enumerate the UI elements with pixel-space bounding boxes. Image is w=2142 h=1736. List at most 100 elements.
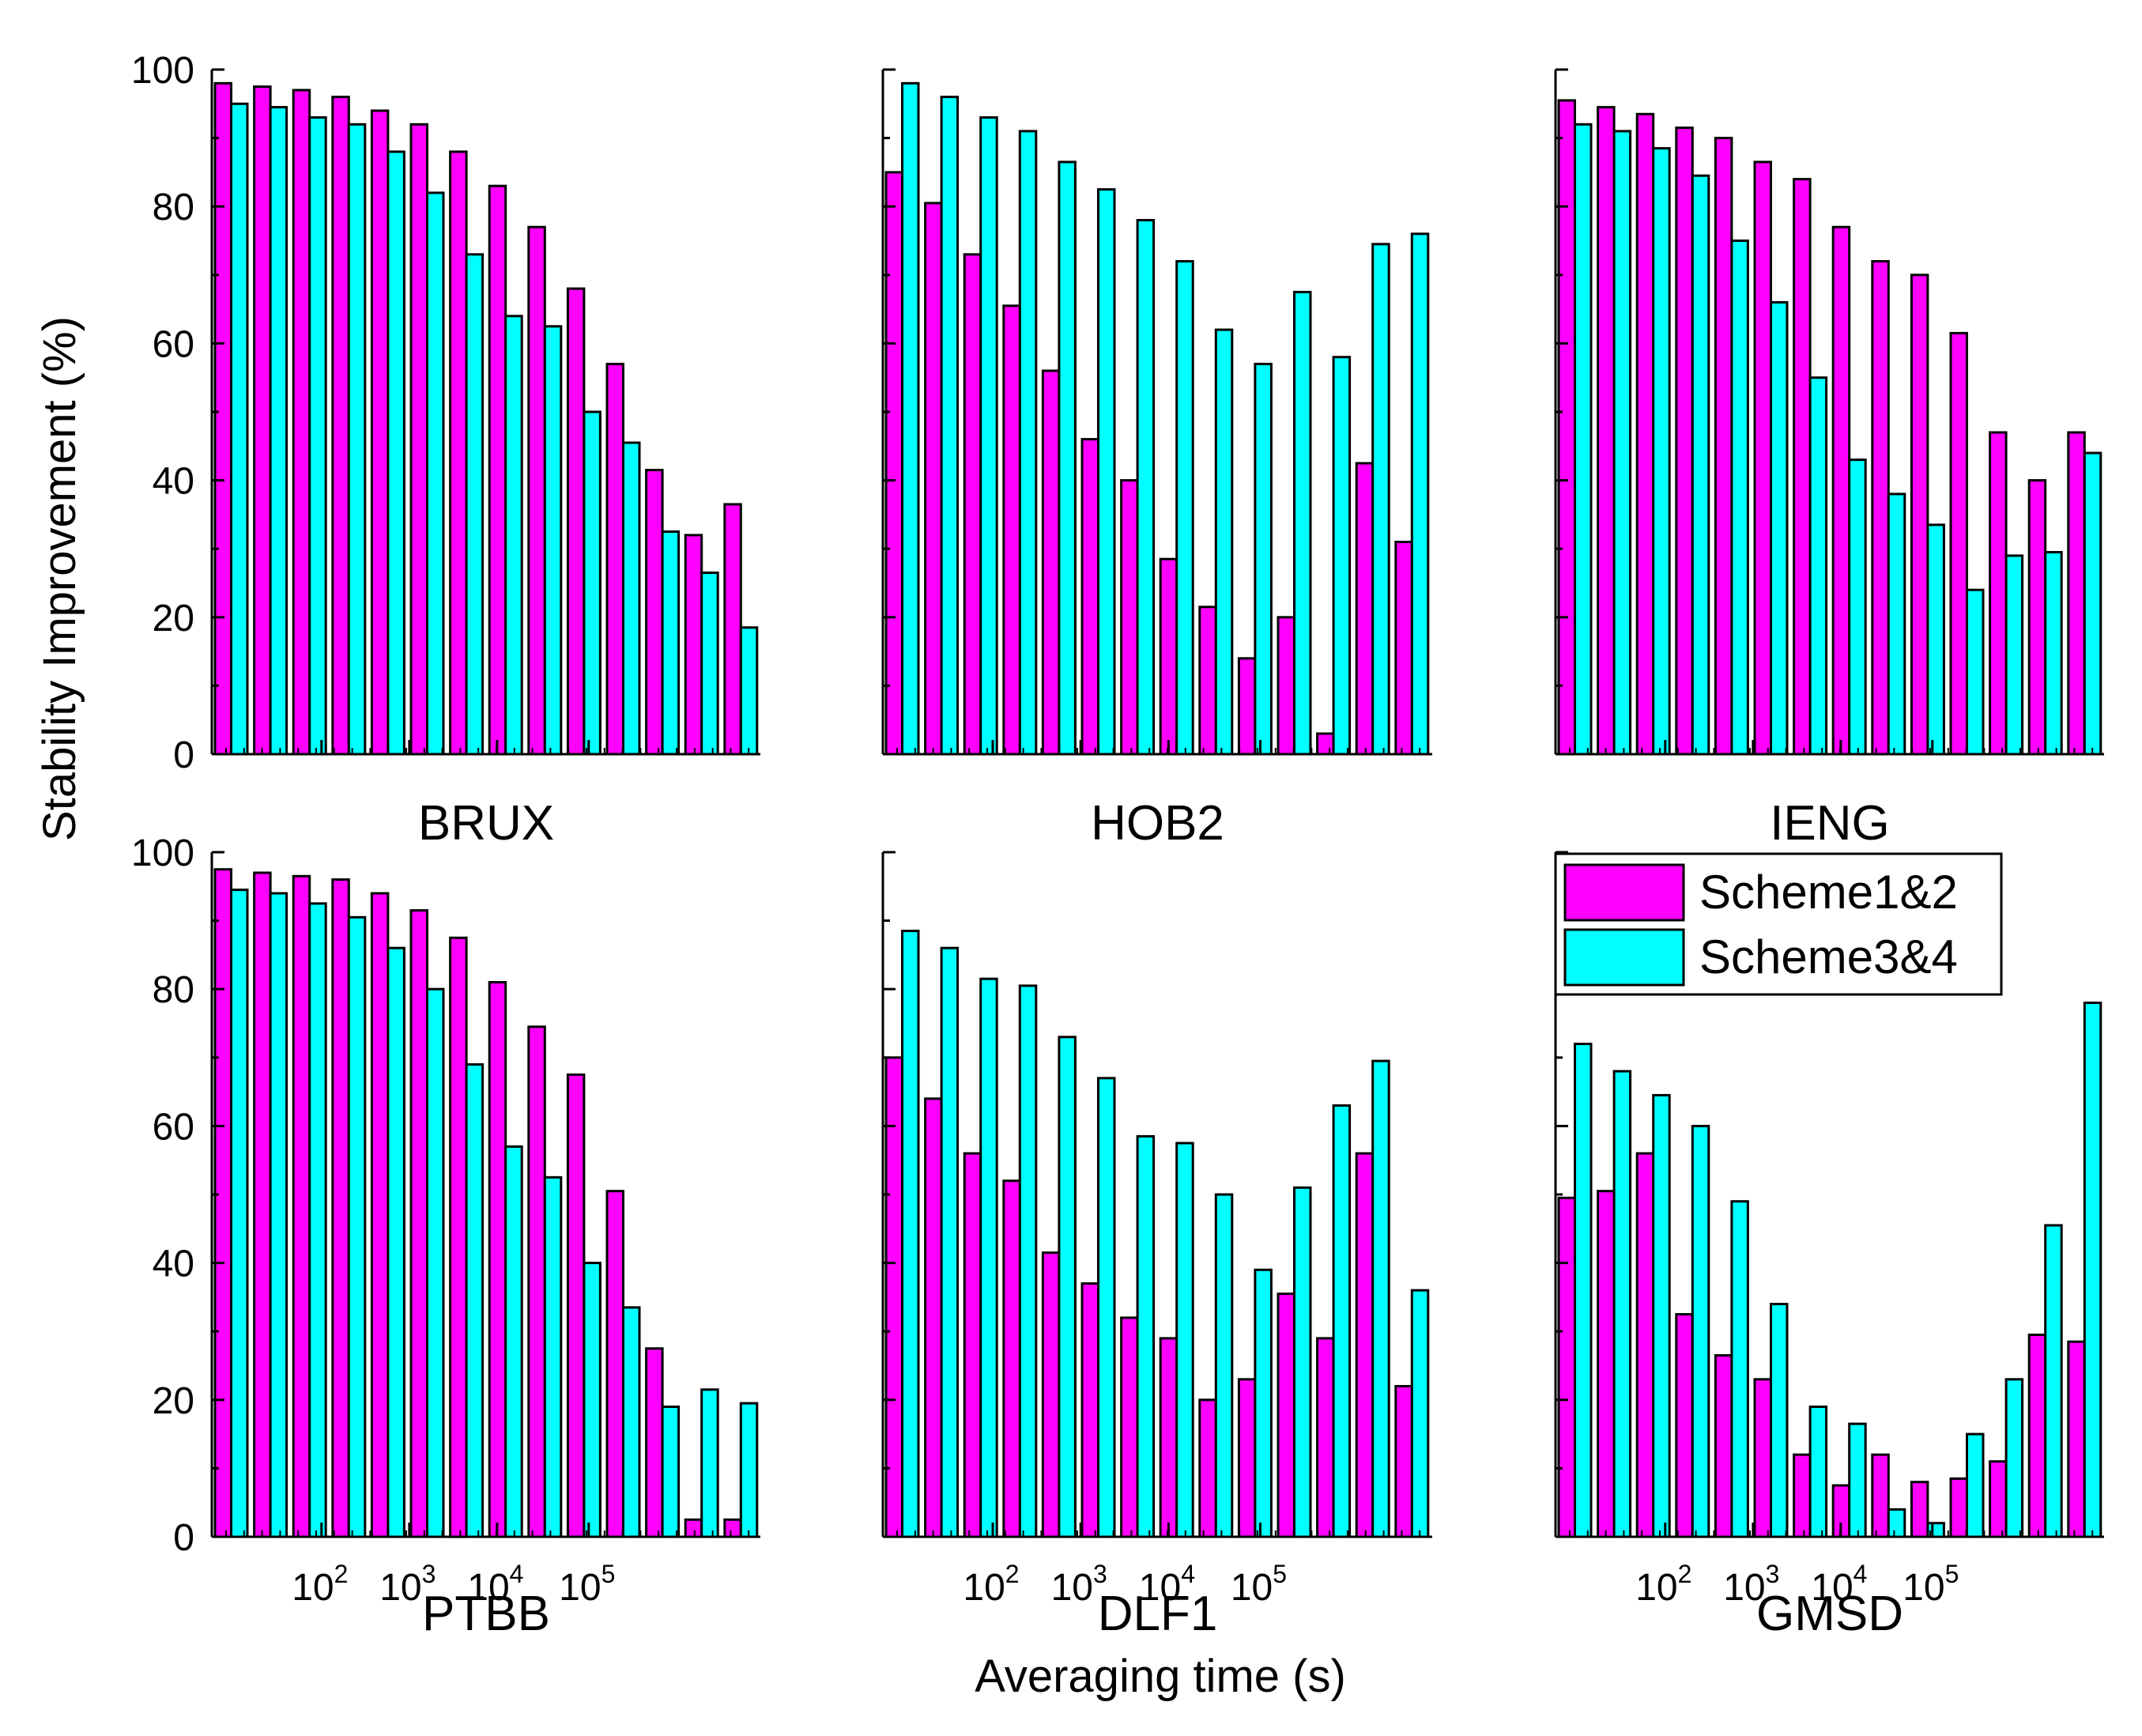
y-tick-label-ptbb-100: 100 (131, 832, 194, 874)
bar-hob2-scheme12-10 (1237, 657, 1257, 756)
bar-brux-scheme12-6 (409, 123, 428, 756)
bar-ieng-scheme34-6 (1770, 300, 1789, 756)
y-tick-label-ptbb-0: 0 (173, 1517, 194, 1559)
bar-ptbb-scheme12-14 (723, 1518, 742, 1538)
bar-ieng-scheme34-10 (1926, 523, 1945, 756)
y-tick-label-brux-20: 20 (153, 598, 194, 640)
bar-ieng-scheme12-5 (1714, 137, 1733, 756)
bar-brux-scheme34-2 (269, 106, 288, 756)
bar-hob2-scheme34-8 (1175, 260, 1194, 756)
bar-gmsd-scheme34-6 (1770, 1303, 1789, 1538)
bar-gmsd-scheme34-13 (2044, 1224, 2063, 1538)
x-tick-label-ptbb-1: 102 (292, 1560, 348, 1609)
bar-dlf1-scheme12-9 (1198, 1398, 1217, 1538)
bar-ptbb-scheme12-12 (645, 1347, 664, 1538)
bar-gmsd-scheme34-12 (2004, 1378, 2024, 1538)
bar-ptbb-scheme34-11 (622, 1306, 641, 1538)
bar-hob2-scheme34-10 (1254, 362, 1273, 756)
bar-hob2-scheme12-8 (1159, 557, 1178, 756)
bar-ieng-scheme12-10 (1910, 274, 1929, 756)
bar-ieng-scheme34-14 (2083, 451, 2102, 756)
bar-ieng-scheme34-9 (1887, 492, 1906, 756)
y-tick-label-brux-0: 0 (173, 734, 194, 776)
bar-brux-scheme12-12 (645, 469, 664, 756)
y-tick-label-brux-100: 100 (131, 50, 194, 92)
bar-hob2-scheme12-11 (1277, 616, 1295, 756)
bar-ieng-scheme34-12 (2004, 554, 2024, 756)
bar-brux-scheme12-13 (684, 534, 703, 756)
bar-ieng-scheme34-2 (1612, 130, 1632, 756)
bar-brux-scheme12-4 (331, 96, 350, 756)
bar-ptbb-scheme12-10 (566, 1073, 586, 1538)
bar-ptbb-scheme34-13 (700, 1388, 719, 1538)
bar-hob2-scheme12-7 (1120, 479, 1139, 756)
bar-ptbb-scheme12-1 (213, 868, 232, 1538)
panel-hob2: HOB2 (881, 68, 1432, 851)
bar-ieng-scheme34-5 (1730, 240, 1749, 756)
bar-dlf1-scheme34-5 (1058, 1036, 1077, 1538)
bar-ieng-scheme12-9 (1871, 260, 1890, 756)
bar-hob2-scheme12-2 (924, 202, 943, 756)
bar-dlf1-scheme12-3 (963, 1152, 982, 1538)
bar-brux-scheme34-8 (504, 315, 523, 756)
bar-gmsd-scheme34-4 (1691, 1124, 1710, 1538)
bar-dlf1-scheme12-7 (1120, 1316, 1139, 1538)
bar-ieng-scheme34-3 (1652, 147, 1671, 756)
bar-ieng-scheme34-1 (1574, 123, 1593, 756)
bar-gmsd-scheme12-1 (1557, 1196, 1576, 1538)
bar-ieng-scheme34-7 (1808, 376, 1828, 756)
bar-brux-scheme12-8 (488, 184, 507, 756)
bar-dlf1-scheme34-13 (1371, 1059, 1390, 1538)
bar-brux-scheme34-6 (426, 191, 445, 756)
bar-hob2-scheme34-3 (979, 116, 998, 756)
bar-ptbb-scheme12-8 (488, 981, 507, 1538)
bar-brux-scheme12-7 (449, 150, 468, 756)
bar-ieng-scheme12-8 (1831, 225, 1851, 756)
legend-label-scheme12: Scheme1&2 (1699, 866, 1958, 919)
bar-dlf1-scheme34-3 (979, 977, 998, 1538)
bar-gmsd-scheme34-11 (1966, 1432, 1985, 1538)
bar-dlf1-scheme34-7 (1136, 1134, 1156, 1538)
bar-brux-scheme34-1 (230, 102, 249, 756)
bar-hob2-scheme34-12 (1332, 356, 1352, 756)
bar-ptbb-scheme34-9 (543, 1176, 563, 1538)
bar-dlf1-scheme12-6 (1080, 1282, 1099, 1538)
legend-swatch-scheme34 (1563, 928, 1685, 987)
bar-hob2-scheme34-1 (901, 81, 920, 756)
bar-ptbb-scheme12-6 (409, 909, 428, 1538)
bar-gmsd-scheme34-7 (1808, 1406, 1828, 1538)
bar-dlf1-scheme12-2 (924, 1097, 943, 1538)
bar-gmsd-scheme34-9 (1887, 1508, 1906, 1538)
x-tick-label-gmsd-1: 102 (1635, 1560, 1691, 1609)
panel-brux: 0 20 40 60 80 100 BRUX (131, 50, 760, 851)
bar-ptbb-scheme34-3 (308, 902, 327, 1538)
bar-gmsd-scheme12-10 (1910, 1481, 1929, 1538)
bar-ieng-scheme12-7 (1793, 178, 1812, 756)
bar-dlf1-scheme12-11 (1277, 1293, 1295, 1538)
bar-dlf1-scheme12-13 (1355, 1152, 1375, 1538)
bar-ptbb-scheme12-2 (253, 871, 272, 1538)
bar-dlf1-scheme34-4 (1018, 984, 1038, 1538)
bar-ieng-scheme12-6 (1753, 160, 1772, 756)
bar-ieng-scheme12-12 (1989, 431, 2008, 756)
bar-brux-scheme12-10 (566, 287, 586, 756)
x-axis-title: Averaging time (s) (975, 1651, 1346, 1702)
bar-ieng-scheme12-1 (1557, 99, 1576, 756)
panel-ieng: IENG (1554, 68, 2104, 851)
bar-gmsd-scheme12-12 (1989, 1460, 2008, 1538)
bar-ptbb-scheme12-9 (527, 1025, 546, 1538)
y-tick-label-brux-40: 40 (153, 461, 194, 503)
bar-hob2-scheme34-4 (1018, 130, 1038, 756)
y-tick-label-ptbb-20: 20 (153, 1380, 194, 1422)
bar-dlf1-scheme12-4 (1002, 1179, 1021, 1538)
bar-gmsd-scheme12-6 (1753, 1378, 1772, 1538)
bar-dlf1-scheme34-12 (1332, 1104, 1352, 1538)
bar-gmsd-scheme12-5 (1714, 1354, 1733, 1538)
bar-dlf1-scheme34-9 (1214, 1193, 1234, 1538)
legend: Scheme1&2 Scheme3&4 (1554, 852, 2003, 996)
